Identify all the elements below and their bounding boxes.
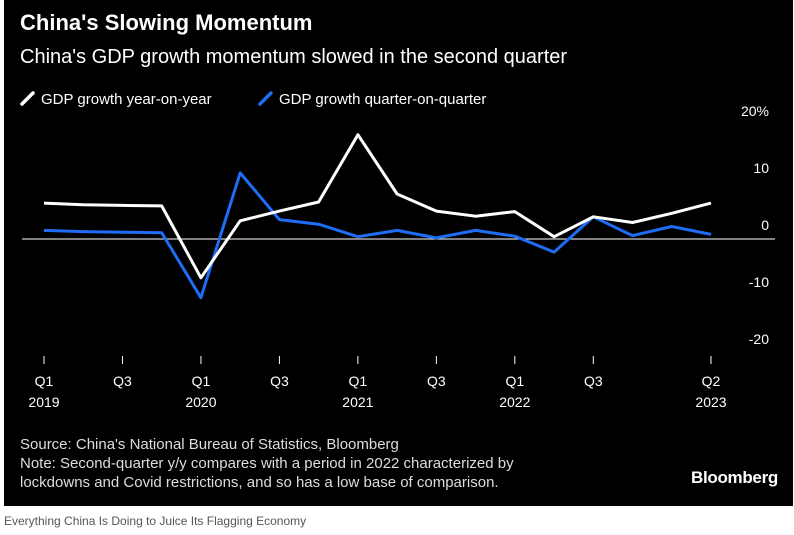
legend-swatch-qoq — [258, 91, 273, 106]
article-caption-link[interactable]: Everything China Is Doing to Juice Its F… — [4, 514, 307, 528]
y-tick-label: -20 — [749, 331, 769, 347]
x-tick-label: Q1 — [505, 373, 524, 389]
x-tick-label: Q3 — [584, 373, 603, 389]
bloomberg-logo: Bloomberg — [690, 468, 778, 487]
source-note: Source: China's National Bureau of Stati… — [20, 436, 399, 453]
x-tick-year-label: 2020 — [185, 394, 216, 410]
chart-card — [4, 0, 793, 506]
x-tick-year-label: 2022 — [499, 394, 530, 410]
x-tick-year-label: 2019 — [28, 394, 59, 410]
x-tick-label: Q1 — [35, 373, 54, 389]
y-tick-label: -10 — [749, 274, 769, 290]
x-tick-label: Q1 — [349, 373, 368, 389]
note-line-2: lockdowns and Covid restrictions, and so… — [20, 474, 499, 491]
note-line-1: Note: Second-quarter y/y compares with a… — [20, 455, 514, 472]
x-axis: Q1 2019 Q3 Q1 2020 Q3 Q1 2021 Q3 Q1 2022 Q3 Q2 2023 — [28, 356, 727, 410]
x-tick-year-label: 2021 — [342, 394, 373, 410]
legend-swatch-yoy — [20, 91, 35, 106]
y-tick-label: 20% — [741, 103, 769, 119]
legend-label-yoy: GDP growth year-on-year — [41, 91, 212, 108]
x-tick-label: Q2 — [702, 373, 721, 389]
x-tick-label: Q1 — [192, 373, 211, 389]
y-tick-label: 10 — [753, 160, 769, 176]
legend-label-qoq: GDP growth quarter-on-quarter — [279, 91, 486, 108]
x-tick-label: Q3 — [113, 373, 132, 389]
chart-legend: GDP growth year-on-year GDP growth quarte… — [20, 91, 486, 108]
series-group — [43, 133, 712, 300]
y-tick-label: 0 — [761, 217, 769, 233]
x-tick-year-label: 2023 — [695, 394, 726, 410]
y-axis: 20% 10 0 -10 -20 — [741, 103, 769, 347]
series-line-yoy — [43, 133, 712, 280]
x-tick-label: Q3 — [270, 373, 289, 389]
chart-title: China's Slowing Momentum — [20, 10, 313, 35]
x-tick-label: Q3 — [427, 373, 446, 389]
series-line-qoq — [43, 171, 712, 300]
chart-subtitle: China's GDP growth momentum slowed in th… — [20, 46, 568, 68]
